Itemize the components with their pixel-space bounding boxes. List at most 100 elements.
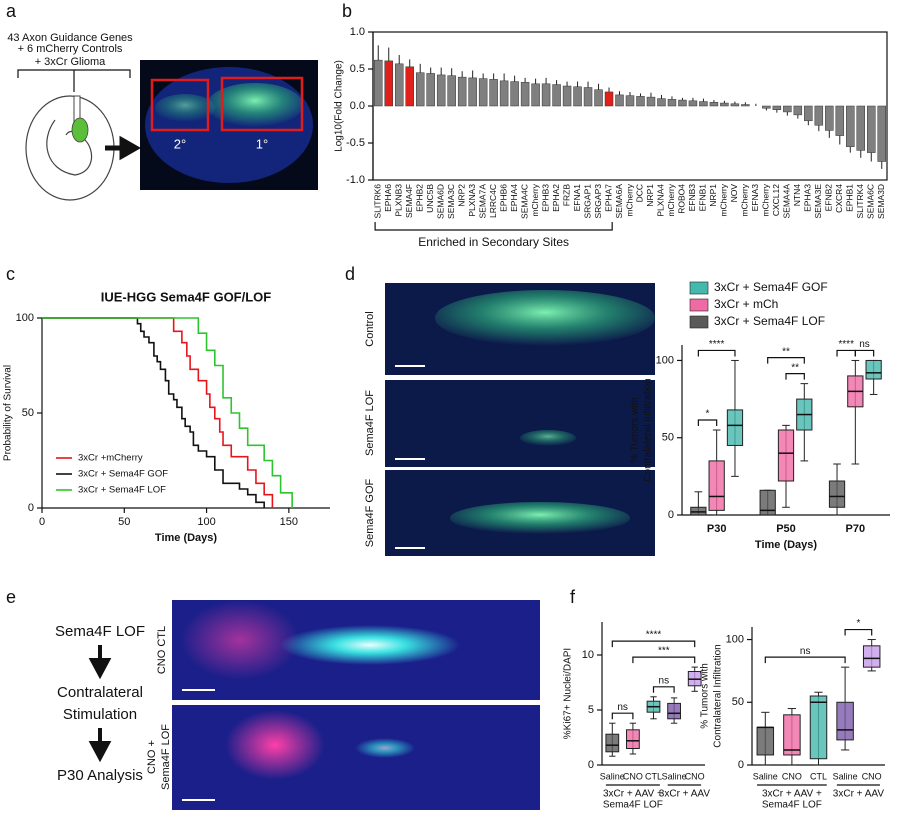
x-tick-label: EPHA4 [509,184,519,212]
bar [510,81,519,107]
panel-label: c [6,264,15,284]
y-tick-label: -1.0 [346,174,365,186]
x-tick-label: EPHB1 [845,184,855,212]
group-label: 3xCr + AAV [659,789,711,800]
x-tick-label: SEMA4A [782,184,792,219]
bar [762,105,771,109]
bar [835,105,845,136]
significance-label: ** [782,346,790,357]
annotation: Enriched in Secondary Sites [418,235,569,249]
x-tick-label: CXCL12 [771,184,781,216]
brain-image [172,705,540,810]
legend-label: 3xCr + Sema4F LOF [78,485,166,496]
bar [741,104,750,107]
y-tick-label: 50 [662,432,674,444]
x-tick-label: Saline [662,771,687,781]
panel-label: d [345,264,355,284]
panel-a-text: + 3xCr Glioma [35,56,106,68]
significance-bracket [764,656,846,664]
legend-label: 3xCr + mCh [714,297,778,311]
site-label: 1° [256,136,268,151]
bar [804,105,813,122]
brain-image [385,380,655,467]
y-axis-label: Probability of Survival [3,365,14,461]
x-tick-label: SRGAP3 [593,184,603,219]
panel-a-text: 43 Axon Guidance Genes [7,32,133,44]
x-tick-label: mCherry [761,183,771,216]
x-tick-label: EPHA3 [803,184,813,212]
survival-line [42,317,274,508]
x-tick-label: SEMA4F [404,184,414,218]
legend-swatch [689,298,709,312]
box [865,359,882,380]
box [708,460,725,511]
arrow [105,135,142,161]
x-tick-label: CNO [623,771,643,781]
x-tick-label: P30 [707,523,727,535]
x-tick-label: 100 [197,516,215,528]
significance-bracket [844,628,873,636]
panel-a-text: + 6 mCherry Controls [18,43,123,55]
x-tick-label: Saline [833,771,858,781]
box [862,645,881,668]
image-label: Sema4F LOF [160,724,172,790]
bar [636,96,645,107]
bar [646,96,656,107]
x-tick-label: mCherry [624,183,634,216]
bar [793,105,803,116]
y-tick-label: 0 [28,502,34,514]
chart-title: IUE-HGG Sema4F GOF/LOF [101,289,272,304]
box [667,702,681,720]
arrow [88,728,112,763]
y-axis-label: % Tumors with [630,397,641,463]
x-tick-label: EFNB1 [698,184,708,212]
flow-step: Stimulation [63,706,137,723]
flow-step: Contralateral [57,684,143,701]
significance-label: **** [646,630,662,641]
group-label: Sema4F LOF [762,800,822,811]
x-tick-label: mCherry [719,183,729,216]
bar [846,105,855,147]
x-tick-label: DCC [635,184,645,202]
significance-bracket [854,349,875,357]
y-tick-label: 100 [16,312,34,324]
x-tick-label: NOV [729,184,739,203]
group-label: Sema4F LOF [603,800,663,811]
bar [688,100,698,107]
bar [594,89,603,107]
significance-label: * [856,618,860,629]
x-tick-label: CNO [685,771,705,781]
y-tick-label: 1.0 [350,26,365,38]
box [777,429,795,482]
bar [457,76,467,107]
y-tick-label: 100 [726,633,744,645]
x-tick-label: mCherry [666,183,676,216]
x-tick-label: EFNA1 [572,184,582,212]
x-tick-label: PLXNA3 [467,184,477,217]
box [836,701,854,741]
x-axis-label: Time (Days) [755,539,817,551]
bar [625,95,635,107]
flow-step: P30 Analysis [57,767,143,784]
x-tick-label: mCherry [530,183,540,216]
legend-swatch [689,315,709,329]
bar [531,83,540,107]
legend-label: 3xCr + Sema4F GOF [714,280,828,294]
bar [720,102,729,107]
bar [783,105,792,113]
bar [856,105,866,151]
x-axis-label: Time (Days) [155,532,217,544]
image-label: CNO + [146,740,158,774]
significance-label: ns [859,339,870,350]
x-tick-label: PLXNB3 [393,184,403,217]
x-tick-label: NRP1 [645,184,655,207]
x-tick-label: SRGAP1 [582,184,592,219]
x-tick-label: SEMA6C [866,184,876,219]
bar [877,105,886,162]
bar [667,99,677,107]
legend-label: 3xCr +mCherry [78,453,143,464]
annotation-bracket [374,222,613,231]
bar [415,72,425,107]
bar [730,103,740,107]
y-tick-label: 0 [738,759,744,771]
